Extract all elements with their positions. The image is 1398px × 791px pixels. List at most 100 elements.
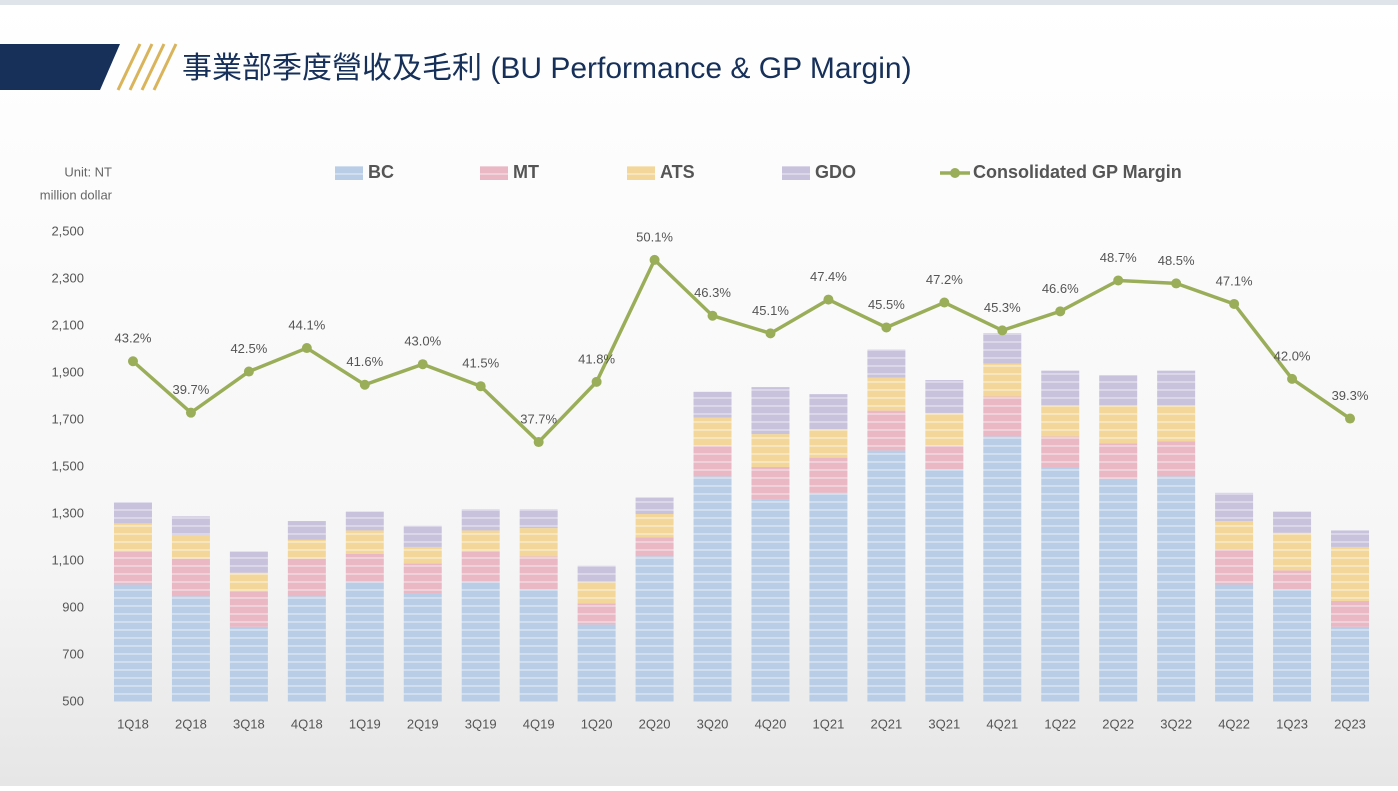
bar-segment [867,349,906,378]
bar-segment [461,530,500,552]
x-tick-label: 2Q23 [1334,716,1366,731]
bar-segment [1099,478,1138,702]
data-label: 45.5% [868,297,905,312]
bar-segment [1331,530,1370,547]
margin-point [1287,373,1298,384]
bar-segment [519,528,558,557]
bar-segment [287,558,326,597]
bar-segment [1099,375,1138,406]
bar-segment [693,476,732,702]
bar-segment [229,551,268,573]
bar-segment [867,450,906,702]
header-stripes [116,43,178,91]
x-tick-label: 4Q19 [523,716,555,731]
bar-segment [287,539,326,559]
bar-segment [693,391,732,418]
chart-title: 事業部季度營收及毛利 (BU Performance & GP Margin) [182,52,912,85]
x-tick-label: 1Q23 [1276,716,1308,731]
y-tick-label: 700 [62,646,84,661]
bar-segment [1041,370,1080,406]
bar-segment [461,551,500,583]
data-label: 42.0% [1274,348,1311,363]
margin-point [707,310,718,321]
bar-segment [403,593,442,702]
y-tick-label: 1,500 [51,458,84,473]
margin-point [533,437,544,448]
legend-label: ATS [660,162,695,182]
bar-segment [229,572,268,592]
bar-segment [461,509,500,531]
data-label: 44.1% [288,317,325,332]
bar-segment [751,387,790,435]
y-tick-label: 2,500 [51,223,84,238]
data-label: 41.8% [578,351,615,366]
data-label: 45.1% [752,303,789,318]
x-tick-label: 2Q20 [639,716,671,731]
bar-segment [171,558,210,597]
margin-line [131,256,1352,445]
margin-point [591,376,602,387]
x-tick-label: 2Q18 [175,716,207,731]
bar-segment [1215,521,1254,550]
margin-point [649,254,660,265]
bar-segment [1041,467,1080,702]
bar-segment [171,596,210,702]
data-label: 41.5% [462,356,499,371]
legend-swatch [627,166,655,180]
bar-segment [751,499,790,702]
bar-segment [1215,549,1254,585]
legend-label: MT [513,162,539,182]
data-label: 47.1% [1216,273,1253,288]
bar-segment [345,553,384,583]
legend-marker [950,168,960,178]
bar-segment [1157,441,1196,477]
bar-segment [635,537,674,557]
legend-label: BC [368,162,394,182]
data-label: 47.2% [926,272,963,287]
margin-point [939,297,950,308]
bar-segment [287,521,326,540]
bar-segment [635,556,674,702]
data-label: 43.0% [404,334,441,349]
bar-segment [1273,511,1312,533]
bar-segment [1215,492,1254,522]
y-tick-label: 1,900 [51,364,84,379]
data-label: 48.5% [1158,253,1195,268]
bar-segment [1273,570,1312,590]
bar-segment [1157,476,1196,702]
bar-segment [751,434,790,467]
margin-point [997,325,1008,336]
unit-label: Unit: NT [64,164,112,179]
margin-point [1229,298,1240,309]
data-label: 39.7% [172,382,209,397]
margin-point [1345,413,1356,424]
margin-point [1055,306,1066,317]
legend-label: Consolidated GP Margin [973,162,1182,182]
x-tick-label: 1Q21 [813,716,845,731]
bar-segment [983,436,1022,702]
margin-point [243,366,254,377]
x-tick-label: 3Q21 [928,716,960,731]
margin-point [417,359,428,370]
data-label: 47.4% [810,269,847,284]
margin-point [475,381,486,392]
margin-point [823,294,834,305]
bar-segment [809,394,848,430]
bar-segment [287,596,326,702]
y-tick-label: 900 [62,599,84,614]
bar-segment [1331,626,1370,702]
x-tick-label: 3Q20 [697,716,729,731]
bar-segment [171,516,210,536]
bar-segment [751,467,790,500]
data-label: 37.7% [520,411,557,426]
bar-segment [577,603,616,625]
data-label: 43.2% [115,331,152,346]
margin-point [1171,278,1182,289]
y-tick-label: 1,100 [51,552,84,567]
x-tick-label: 2Q21 [870,716,902,731]
x-tick-label: 4Q18 [291,716,323,731]
margin-point [881,322,892,333]
bar-segment [461,582,500,702]
margin-point [359,379,370,390]
